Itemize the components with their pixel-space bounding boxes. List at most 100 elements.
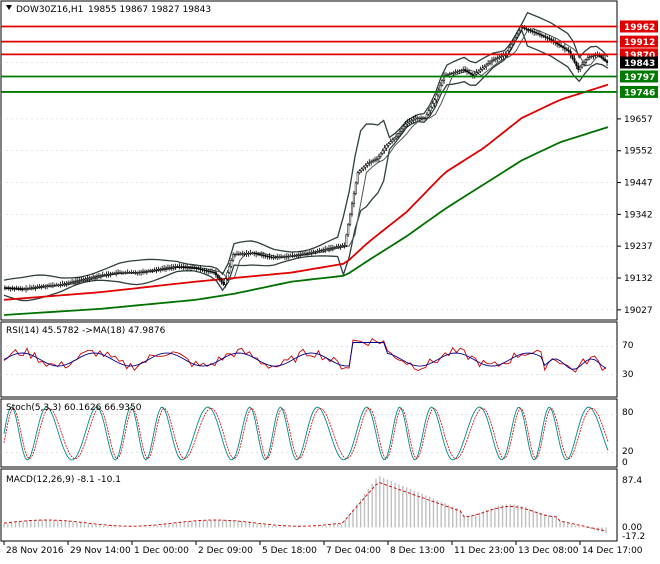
candle-body <box>136 272 139 274</box>
candle-body <box>421 117 425 120</box>
candle-body <box>94 276 97 278</box>
candle-body <box>322 249 325 251</box>
candle-body <box>15 288 18 290</box>
candle-body <box>416 117 419 120</box>
candle-body <box>239 253 242 255</box>
candle-body <box>99 275 102 277</box>
candle-body <box>220 279 223 283</box>
candle-body <box>283 256 286 258</box>
candle-body <box>579 66 582 70</box>
candle-body <box>44 285 47 287</box>
candle-body <box>466 70 469 73</box>
candle-body <box>605 60 609 63</box>
candle-body <box>404 123 407 127</box>
candle-body <box>303 253 306 255</box>
candle-body <box>149 270 152 272</box>
candle-body <box>253 252 256 254</box>
candle-body <box>224 278 227 285</box>
candle-body <box>209 270 212 273</box>
candle-body <box>535 32 538 34</box>
candle-body <box>51 285 54 287</box>
rsi-panel[interactable] <box>0 321 618 398</box>
candle-body <box>498 56 501 59</box>
candle-body <box>30 287 33 289</box>
candle-body <box>487 63 490 66</box>
candle-body <box>454 71 457 73</box>
candle-body <box>285 255 288 258</box>
candle-body <box>350 203 354 215</box>
candle-body <box>360 168 363 171</box>
candle-body <box>510 43 513 48</box>
candle-body <box>251 252 254 254</box>
candle-body <box>184 266 187 269</box>
candle-body <box>452 72 455 74</box>
rsi-axis-70: 70 <box>622 341 634 351</box>
candle-body <box>170 266 173 269</box>
candle-body <box>159 268 162 270</box>
candle-body <box>324 248 327 251</box>
candle-body <box>604 59 607 62</box>
candle-body <box>90 277 93 279</box>
candle-body <box>425 114 428 119</box>
time-label: 11 Dec 23:00 <box>454 546 515 556</box>
candle-body <box>406 122 409 125</box>
stoch-axis-80: 80 <box>622 408 634 418</box>
candle-body <box>164 267 168 270</box>
candle-body <box>222 281 225 285</box>
candle-body <box>335 246 338 248</box>
candle-body <box>172 266 175 268</box>
candle-body <box>352 193 355 204</box>
candle-body <box>443 75 446 81</box>
candle-body <box>260 254 263 256</box>
candle-body <box>563 47 566 50</box>
candle-body <box>429 106 432 111</box>
candle-body <box>600 55 603 58</box>
candle-body <box>216 274 219 278</box>
candle-body <box>456 71 459 73</box>
candle-body <box>71 281 74 283</box>
candle-body <box>469 72 472 75</box>
candle-body <box>201 269 204 271</box>
candle-body <box>109 273 112 275</box>
macd-axis-zero: 0.00 <box>622 523 642 533</box>
candle-body <box>494 58 497 60</box>
candle-body <box>255 253 258 255</box>
candle-body <box>316 250 319 253</box>
candle-body <box>544 36 547 38</box>
candle-body <box>490 60 494 63</box>
ohlc-values: 19855 19867 19827 19843 <box>88 5 211 15</box>
time-label: 13 Dec 08:00 <box>518 546 579 556</box>
price-label: 19342 <box>624 210 653 220</box>
stoch-panel[interactable] <box>0 398 618 468</box>
candle-body <box>567 49 570 52</box>
candle-body <box>80 279 83 281</box>
candle-body <box>214 272 217 276</box>
candle-body <box>117 272 120 274</box>
main-price-panel[interactable] <box>0 0 618 321</box>
candle-body <box>343 245 346 247</box>
candle-body <box>542 35 545 37</box>
candle-body <box>383 147 386 151</box>
stoch-axis-0: 0 <box>622 458 628 468</box>
macd-axis-max: 87.4 <box>622 476 642 486</box>
time-label: 14 Dec 17:00 <box>582 546 643 556</box>
candle-body <box>130 272 133 274</box>
candle-body <box>281 256 285 258</box>
candle-body <box>69 282 72 284</box>
candle-body <box>147 270 150 272</box>
candle-body <box>199 268 202 270</box>
candle-body <box>310 252 313 254</box>
candle-body <box>32 287 35 289</box>
candle-body <box>143 271 146 273</box>
candle-body <box>249 252 252 255</box>
candle-body <box>95 275 99 278</box>
candle-body <box>477 70 480 73</box>
candle-body <box>419 117 423 120</box>
candle-body <box>536 32 540 35</box>
candle-body <box>379 153 382 157</box>
candle-body <box>337 246 340 248</box>
candle-body <box>400 128 403 132</box>
candle-body <box>577 65 580 70</box>
candle-body <box>301 253 304 256</box>
